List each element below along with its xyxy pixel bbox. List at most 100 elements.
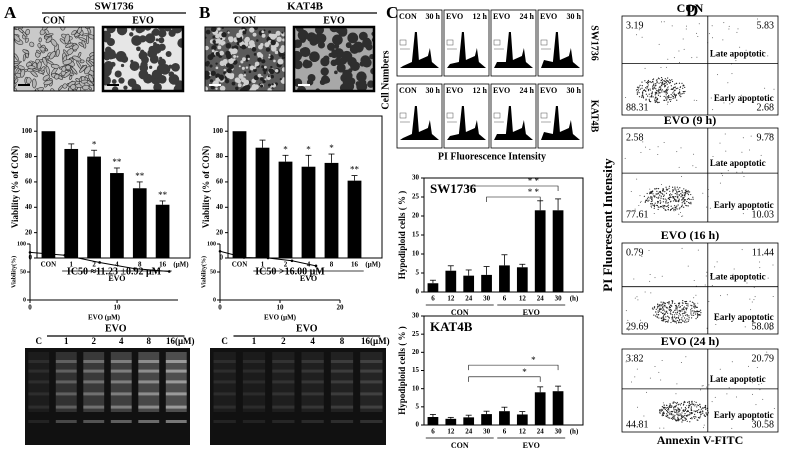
event-dot [679,212,681,214]
event-dot [665,188,668,190]
cell [253,75,259,81]
lane-band [301,392,324,396]
event-dot [639,319,641,321]
cell [279,47,285,54]
event-dot [687,265,689,267]
cell-cluster [165,51,172,58]
event-dot [643,195,645,197]
lane-band [213,420,236,423]
event-dot [705,408,707,411]
event-dot [656,190,658,192]
bar [278,161,293,258]
event-dot [686,315,688,317]
lane-band [28,392,50,396]
event-dot [671,405,673,407]
cell [80,79,88,84]
event-dot [665,97,667,99]
event-dot [678,410,680,413]
event-dot [711,401,713,403]
lane-band [110,392,132,396]
event-dot [674,321,676,323]
bar [481,274,492,292]
event-dot [680,96,682,98]
group-label: EVO [300,274,317,283]
event-dot [661,91,663,93]
cell-cluster [345,42,352,49]
event-dot [644,67,646,69]
event-dot [714,266,716,268]
event-dot [678,313,681,315]
event-dot [711,25,713,27]
event-dot [655,96,657,98]
event-dot [665,82,667,84]
event-dot [658,371,660,373]
event-dot [689,414,691,416]
event-dot [678,82,681,84]
histogram-group: EVO [446,86,463,95]
plot-title: EVO (9 h) [664,113,716,127]
event-dot [649,188,651,190]
cell [65,64,71,71]
lane-band [110,380,132,384]
event-dot [656,187,658,190]
event-dot [673,408,675,410]
event-dot [686,307,688,310]
y-tick-label: 0 [23,297,26,303]
event-dot [653,83,655,85]
event-dot [685,192,687,195]
error-bar [68,143,75,149]
y-tick-label: 30 [412,174,420,182]
event-dot [648,99,651,101]
lane-band [360,360,383,363]
event-dot [661,409,664,411]
error-bar [136,181,143,189]
event-dot [656,313,658,315]
event-dot [675,320,677,322]
event-dot [664,198,666,200]
y-tick-label: 100 [207,241,216,247]
event-dot [636,34,638,36]
event-dot [696,306,698,308]
event-dot [659,412,661,414]
significance: * [92,139,97,149]
error-bar [328,153,335,163]
axis-label: EVO (μM) [88,314,121,322]
error-bar [259,139,266,148]
event-dot [650,89,652,91]
cell [248,40,255,47]
event-dot [671,95,673,97]
cell [31,78,37,89]
significance: * * [528,176,540,186]
event-dot [656,193,658,195]
lane-band [272,369,295,373]
event-dot [677,415,679,417]
event-dot [634,208,636,210]
event-dot [640,152,642,154]
cell-cluster [107,27,115,33]
event-dot [678,199,680,202]
event-dot [665,306,668,308]
event-dot [674,96,677,98]
error-bar [282,154,289,162]
bar [324,162,339,258]
bar [347,180,362,258]
x-tick-label: CON [41,261,57,269]
event-dot [664,306,666,308]
event-dot [716,319,718,321]
cell-cluster [339,83,349,91]
cell [29,41,35,48]
row-label: SW1736 [589,25,600,61]
cell [70,66,78,75]
cell [253,27,258,31]
event-dot [649,274,651,276]
event-dot [741,151,743,153]
event-dot [657,307,659,309]
significance-bracket [468,376,541,382]
event-dot [677,412,679,414]
cell [225,73,229,77]
cell [205,70,210,77]
cell-cluster [158,43,166,51]
event-dot [657,311,659,314]
event-dot [649,88,651,90]
event-dot [647,84,649,86]
